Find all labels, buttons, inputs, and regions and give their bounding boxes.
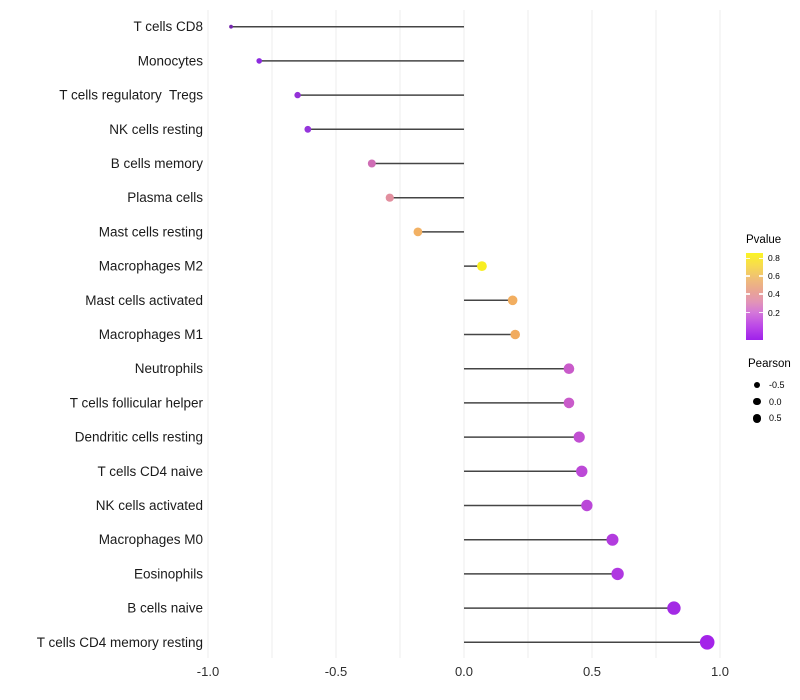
data-point[interactable] — [581, 499, 593, 512]
pearson-size-label: -0.5 — [769, 380, 785, 391]
pvalue-tick-label: 0.6 — [768, 270, 780, 281]
category-label: T cells regulatory Tregs — [59, 88, 203, 103]
pearson-size-dot — [753, 398, 761, 406]
category-label: B cells naive — [127, 601, 203, 616]
pvalue-legend-title: Pvalue — [746, 234, 782, 246]
data-point[interactable] — [606, 533, 619, 546]
category-label: Dendritic cells resting — [75, 430, 203, 445]
category-label: NK cells activated — [96, 498, 203, 513]
pearson-legend-item: 0.5 — [748, 410, 800, 427]
data-point[interactable] — [699, 635, 715, 650]
data-point[interactable] — [510, 329, 520, 340]
colorbar-tick-mark — [746, 257, 750, 260]
pearson-size-dot — [754, 382, 760, 389]
data-point[interactable] — [507, 295, 518, 306]
pearson-size-label: 0.5 — [769, 413, 782, 424]
category-label: Mast cells activated — [85, 293, 203, 308]
pvalue-tick-label: 0.2 — [768, 307, 780, 318]
pvalue-legend: Pvalue 0.8 0.6 0.4 0.2 — [746, 234, 800, 340]
category-label: Macrophages M2 — [99, 259, 203, 274]
colorbar-tick-mark — [759, 293, 763, 295]
x-tick-label: -1.0 — [197, 664, 219, 679]
category-label: Macrophages M0 — [99, 532, 203, 547]
pvalue-colorbar-wrap: 0.8 0.6 0.4 0.2 — [746, 253, 780, 340]
x-tick-label: 0.0 — [455, 664, 473, 679]
data-point[interactable] — [229, 24, 233, 29]
pearson-legend-item: -0.5 — [748, 377, 800, 394]
category-label: B cells memory — [111, 156, 204, 171]
pvalue-colorbar — [746, 253, 763, 340]
pvalue-tick-label: 0.8 — [768, 253, 780, 264]
data-point[interactable] — [294, 91, 301, 99]
colorbar-tick-mark — [759, 257, 763, 260]
x-tick-label: -0.5 — [325, 664, 347, 679]
pearson-legend-item: 0.0 — [748, 394, 800, 411]
pvalue-tick-label: 0.4 — [768, 288, 780, 299]
category-label: Mast cells resting — [99, 224, 203, 239]
x-tick-label: 1.0 — [711, 664, 729, 679]
colorbar-tick-mark — [759, 275, 763, 277]
data-point[interactable] — [576, 465, 588, 477]
colorbar-tick-mark — [746, 311, 750, 314]
data-point[interactable] — [367, 159, 376, 168]
data-point[interactable] — [413, 227, 423, 237]
colorbar-tick-mark — [746, 275, 750, 277]
data-point[interactable] — [667, 601, 681, 615]
x-tick-label: 0.5 — [583, 664, 601, 679]
pearson-legend: Pearson -0.5 0.0 0.5 — [748, 358, 800, 427]
data-point[interactable] — [304, 125, 312, 133]
pearson-legend-title: Pearson — [748, 358, 791, 370]
category-label: T cells CD4 naive — [97, 464, 203, 479]
category-label: Macrophages M1 — [99, 327, 203, 342]
data-point[interactable] — [563, 363, 575, 375]
colorbar-tick-mark — [759, 311, 763, 314]
category-label: Eosinophils — [134, 566, 203, 581]
data-point[interactable] — [385, 193, 394, 202]
category-label: Plasma cells — [127, 190, 203, 205]
data-point[interactable] — [477, 261, 487, 271]
data-point[interactable] — [256, 58, 263, 64]
category-label: T cells follicular helper — [70, 395, 204, 410]
category-label: Monocytes — [138, 53, 204, 68]
category-label: T cells CD4 memory resting — [37, 635, 203, 650]
category-label: NK cells resting — [109, 122, 203, 137]
category-label: T cells CD8 — [133, 19, 203, 34]
pearson-size-label: 0.0 — [769, 396, 782, 407]
category-label: Neutrophils — [135, 361, 204, 376]
colorbar-tick-mark — [746, 293, 750, 295]
pearson-size-dot — [752, 413, 762, 423]
data-point[interactable] — [573, 431, 585, 443]
data-point[interactable] — [563, 397, 575, 409]
data-point[interactable] — [611, 567, 624, 581]
